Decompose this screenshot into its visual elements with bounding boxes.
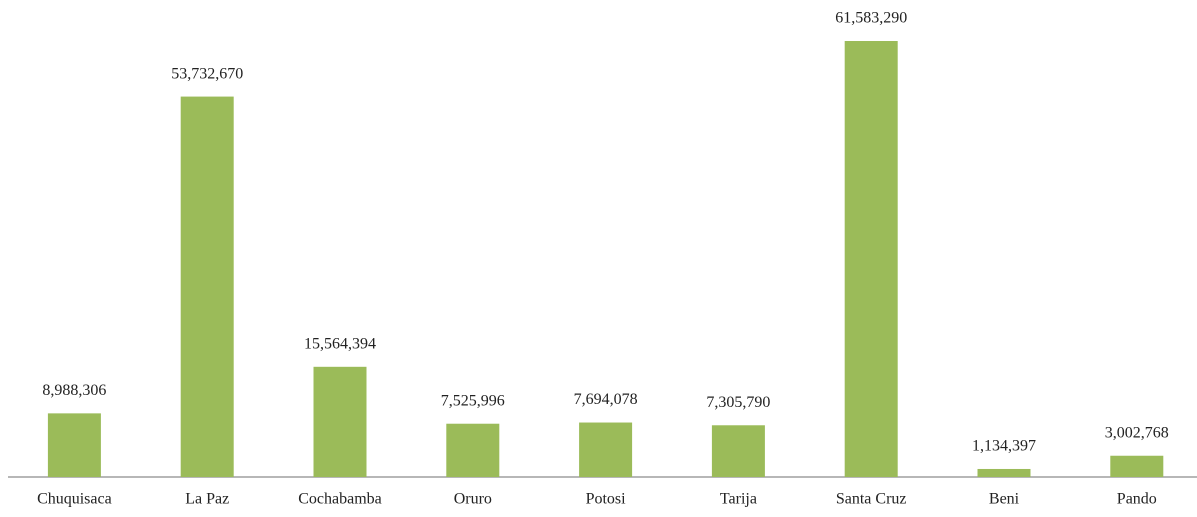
- data-label: 8,988,306: [42, 382, 106, 399]
- data-label: 7,694,078: [574, 391, 638, 408]
- data-label: 53,732,670: [171, 65, 243, 82]
- data-label: 61,583,290: [835, 10, 907, 27]
- x-tick-label: Oruro: [454, 491, 492, 508]
- x-tick-label: Tarija: [720, 491, 757, 508]
- bar: [711, 425, 765, 477]
- data-label: 1,134,397: [972, 438, 1036, 455]
- x-tick-label: La Paz: [185, 491, 229, 508]
- data-label: 7,305,790: [706, 394, 770, 411]
- x-tick-label: Santa Cruz: [836, 491, 907, 508]
- x-tick-label: Cochabamba: [298, 491, 382, 508]
- bar: [446, 423, 500, 477]
- data-label: 3,002,768: [1105, 424, 1169, 441]
- bar: [977, 468, 1031, 477]
- bar: [180, 96, 234, 478]
- x-tick-label: Beni: [989, 491, 1020, 508]
- data-label: 15,564,394: [304, 335, 376, 352]
- bar: [579, 422, 633, 477]
- bar: [844, 41, 898, 477]
- x-tick-label: Pando: [1117, 491, 1157, 508]
- bar: [47, 413, 101, 477]
- bar: [1110, 455, 1164, 477]
- data-label: 7,525,996: [441, 392, 505, 409]
- x-tick-label: Potosi: [586, 491, 627, 508]
- bar: [313, 366, 367, 477]
- x-tick-label: Chuquisaca: [37, 491, 112, 508]
